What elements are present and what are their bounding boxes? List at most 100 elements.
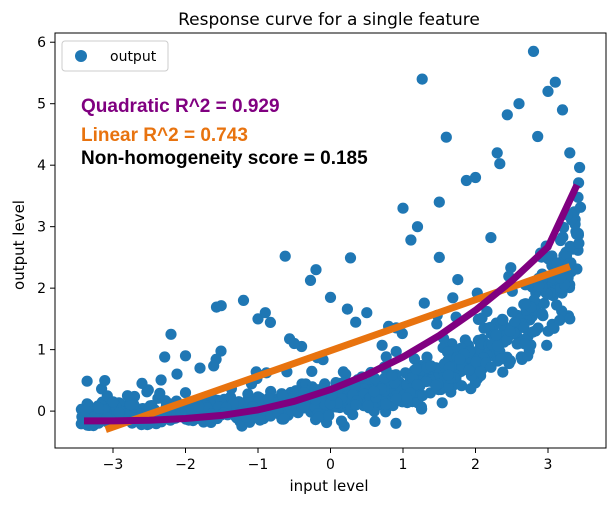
scatter-point bbox=[513, 98, 525, 110]
scatter-point bbox=[165, 328, 177, 340]
scatter-point bbox=[252, 313, 264, 325]
x-tick-label: 3 bbox=[544, 457, 553, 473]
scatter-point bbox=[509, 317, 521, 329]
scatter-point bbox=[397, 202, 409, 214]
scatter-point bbox=[470, 356, 482, 368]
scatter-point bbox=[341, 303, 353, 315]
annotations: Quadratic R^2 = 0.929 Linear R^2 = 0.743… bbox=[81, 96, 368, 169]
scatter-point bbox=[495, 353, 507, 365]
quadratic-r2-annotation: Quadratic R^2 = 0.929 bbox=[81, 96, 280, 117]
scatter-point bbox=[506, 306, 518, 318]
legend-marker-output bbox=[75, 50, 87, 62]
scatter-point bbox=[478, 322, 490, 334]
scatter-point bbox=[574, 201, 587, 213]
scatter-point bbox=[555, 272, 567, 284]
scatter-point bbox=[362, 400, 374, 412]
scatter-point bbox=[306, 365, 318, 377]
scatter-point bbox=[456, 380, 468, 392]
scatter-point bbox=[555, 234, 567, 247]
scatter-point bbox=[369, 415, 381, 427]
scatter-point bbox=[519, 298, 532, 310]
scatter-point bbox=[541, 339, 553, 351]
scatter-point bbox=[454, 353, 466, 365]
scatter-point bbox=[430, 379, 442, 392]
scatter-point bbox=[171, 368, 183, 380]
scatter-point bbox=[501, 109, 513, 121]
scatter-point bbox=[497, 314, 509, 326]
scatter-point bbox=[536, 308, 549, 320]
scatter-point bbox=[460, 174, 472, 187]
scatter-point bbox=[215, 345, 227, 357]
scatter-point bbox=[564, 147, 576, 159]
scatter-point bbox=[405, 234, 417, 246]
x-tick-label: −1 bbox=[248, 457, 269, 473]
scatter-point bbox=[376, 339, 388, 351]
scatter-point bbox=[519, 338, 531, 350]
scatter-point bbox=[447, 292, 459, 304]
scatter-point bbox=[304, 274, 317, 286]
legend-label-output: output bbox=[110, 49, 157, 65]
scatter-point bbox=[497, 366, 509, 378]
scatter-point bbox=[124, 398, 137, 411]
chart-title: Response curve for a single feature bbox=[178, 10, 480, 30]
scatter-point bbox=[92, 402, 105, 414]
scatter-point bbox=[503, 357, 515, 370]
scatter-point bbox=[347, 409, 359, 421]
scatter-point bbox=[278, 413, 290, 425]
x-tick-label: 2 bbox=[471, 457, 480, 473]
scatter-point bbox=[259, 307, 271, 319]
scatter-point bbox=[179, 387, 192, 399]
scatter-point bbox=[418, 297, 430, 309]
scatter-point bbox=[380, 351, 392, 363]
scatter-point bbox=[465, 383, 477, 395]
y-tick-label: 3 bbox=[37, 220, 46, 236]
scatter-point bbox=[527, 326, 539, 338]
scatter-point bbox=[440, 131, 452, 143]
scatter-point bbox=[350, 316, 362, 328]
scatter-point bbox=[485, 361, 497, 373]
scatter-point bbox=[324, 291, 337, 303]
scatter-point bbox=[159, 351, 171, 363]
scatter-point bbox=[571, 263, 583, 275]
scatter-point bbox=[254, 414, 266, 426]
scatter-point bbox=[474, 366, 486, 378]
y-axis-label: output level bbox=[10, 200, 28, 290]
fit-lines bbox=[84, 183, 581, 433]
scatter-point bbox=[433, 251, 445, 263]
scatter-point bbox=[494, 158, 506, 170]
scatter-point bbox=[442, 381, 454, 393]
scatter-point bbox=[433, 196, 445, 208]
scatter-point bbox=[431, 318, 443, 330]
scatter-point bbox=[344, 252, 357, 264]
linear-r2-annotation: Linear R^2 = 0.743 bbox=[81, 125, 248, 146]
scatter-point bbox=[335, 415, 348, 427]
scatter-point bbox=[485, 232, 497, 244]
x-axis-label: input level bbox=[289, 477, 368, 495]
scatter-point bbox=[416, 403, 428, 415]
scatter-point bbox=[533, 280, 545, 292]
scatter-point bbox=[549, 76, 561, 88]
scatter-point bbox=[380, 398, 392, 410]
scatter-point bbox=[564, 313, 576, 325]
y-tick-label: 6 bbox=[37, 35, 46, 51]
scatter-point bbox=[368, 385, 380, 398]
scatter-point bbox=[264, 316, 276, 328]
scatter-point bbox=[452, 274, 464, 286]
scatter-point bbox=[421, 351, 433, 363]
scatter-point bbox=[491, 147, 503, 159]
scatter-point bbox=[288, 337, 300, 350]
scatter-point bbox=[237, 294, 250, 306]
scatter-point bbox=[390, 417, 402, 429]
x-tick-label: −2 bbox=[175, 457, 196, 473]
scatter-point bbox=[532, 130, 544, 143]
scatter-point bbox=[323, 409, 335, 422]
scatter-point bbox=[551, 299, 563, 311]
scatter-point bbox=[504, 325, 516, 337]
scatter-point bbox=[416, 73, 428, 85]
scatter-point bbox=[277, 390, 289, 402]
scatter-point bbox=[386, 369, 398, 381]
quadratic-fit-line bbox=[84, 183, 581, 425]
scatter-point bbox=[490, 329, 502, 341]
scatter-point bbox=[425, 360, 437, 372]
scatter-point bbox=[548, 322, 560, 334]
